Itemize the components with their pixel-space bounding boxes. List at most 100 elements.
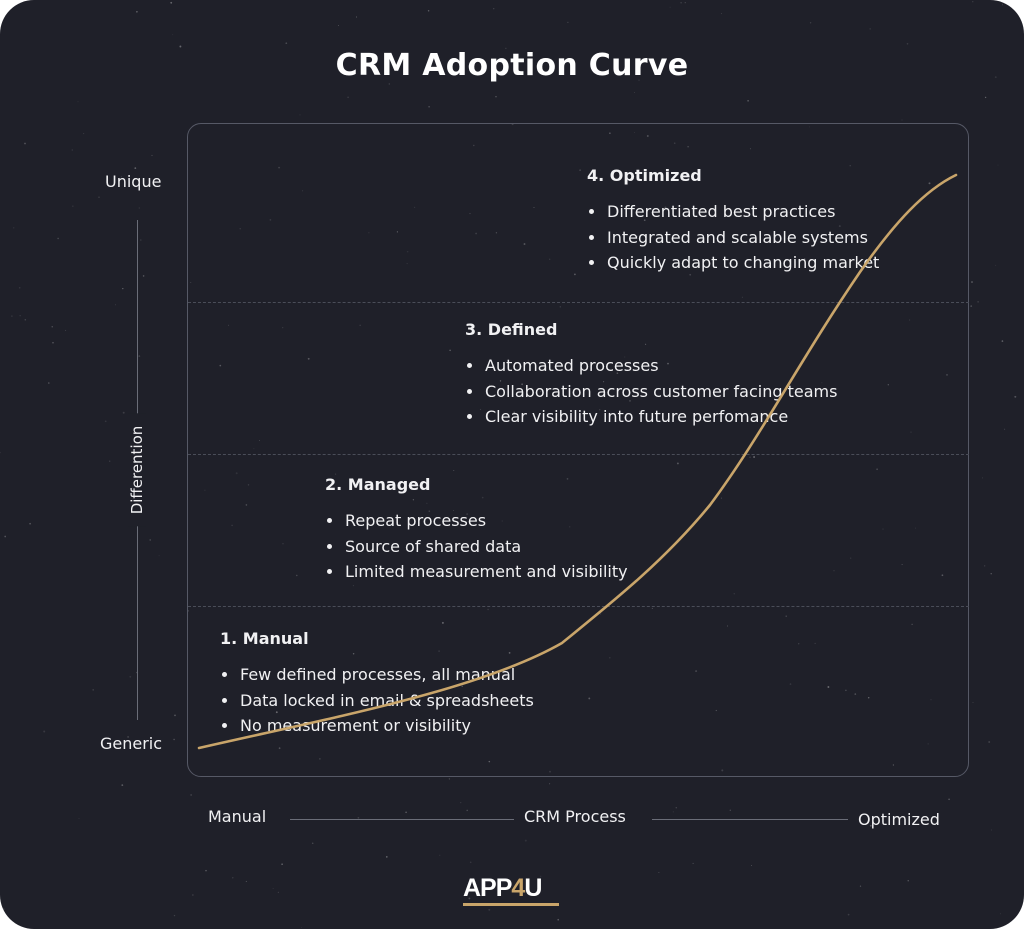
star-speck	[448, 778, 451, 780]
star-speck	[984, 96, 987, 99]
logo-accent: 4	[511, 874, 525, 902]
star-speck	[11, 315, 13, 317]
star-speck	[122, 287, 124, 290]
star-speck	[4, 535, 7, 538]
star-speck	[0, 451, 1, 454]
star-speck	[669, 6, 671, 8]
star-speck	[278, 166, 281, 169]
star-speck	[92, 689, 95, 691]
star-speck	[675, 807, 677, 809]
stage-bullet: No measurement or visibility	[220, 713, 534, 739]
bullet-dot-icon	[327, 518, 332, 523]
star-speck	[245, 880, 247, 882]
star-speck	[557, 918, 559, 921]
star-speck	[122, 411, 125, 414]
x-axis-right-label: Optimized	[858, 810, 940, 829]
star-speck	[347, 96, 349, 99]
star-speck	[488, 760, 491, 763]
star-speck	[29, 522, 31, 525]
bullet-dot-icon	[327, 569, 332, 574]
x-axis-center-label: CRM Process	[524, 807, 626, 826]
star-speck	[192, 894, 194, 896]
star-speck	[338, 25, 339, 27]
star-speck	[907, 880, 909, 882]
star-speck	[385, 856, 388, 858]
star-speck	[809, 126, 810, 128]
stage-title: 1. Manual	[220, 629, 309, 648]
bullet-text: Few defined processes, all manual	[240, 665, 516, 684]
star-speck	[281, 863, 283, 865]
star-speck	[948, 798, 950, 801]
star-speck	[721, 769, 724, 772]
bullet-dot-icon	[467, 388, 472, 394]
star-speck	[120, 175, 122, 178]
star-speck	[158, 555, 160, 557]
star-speck	[684, 2, 686, 4]
stage-divider	[188, 302, 969, 303]
stage-defined: 3. Defined Automated processes Collabora…	[465, 320, 837, 430]
star-speck	[139, 239, 142, 241]
star-speck	[869, 824, 872, 827]
star-speck	[609, 132, 611, 135]
star-speck	[104, 420, 107, 423]
stage-bullet: Source of shared data	[325, 534, 628, 560]
star-speck	[57, 237, 59, 240]
star-speck	[43, 730, 46, 733]
x-axis-line-left	[290, 819, 514, 820]
star-speck	[173, 914, 176, 917]
stage-divider	[188, 606, 969, 607]
y-axis-bottom-label: Generic	[100, 734, 163, 753]
star-speck	[47, 382, 50, 384]
star-speck	[493, 8, 495, 10]
star-speck	[136, 10, 138, 13]
star-speck	[78, 818, 80, 819]
star-speck	[439, 61, 441, 63]
star-speck	[71, 149, 73, 151]
star-speck	[319, 758, 321, 760]
bullet-text: Data locked in email & spreadsheets	[240, 690, 534, 710]
star-speck	[473, 144, 475, 147]
star-speck	[232, 877, 234, 879]
star-speck	[692, 862, 694, 864]
star-speck	[859, 885, 862, 887]
star-speck	[13, 227, 15, 229]
logo-underline	[463, 903, 559, 906]
star-speck	[901, 119, 903, 121]
star-speck	[134, 167, 137, 169]
star-speck	[142, 275, 145, 277]
star-speck	[750, 865, 752, 867]
page-title: CRM Adoption Curve	[335, 48, 689, 83]
star-speck	[847, 913, 850, 916]
x-axis-line-right	[652, 819, 848, 820]
star-speck	[173, 738, 175, 741]
star-speck	[495, 96, 497, 98]
stage-bullet: Collaboration across customer facing tea…	[465, 379, 837, 405]
bullet-dot-icon	[222, 697, 227, 703]
star-speck	[634, 91, 635, 93]
stage-bullet: Data locked in email & spreadsheets	[220, 688, 534, 714]
star-speck	[174, 714, 176, 717]
chart-panel	[187, 123, 969, 777]
star-speck	[449, 69, 452, 72]
star-speck	[466, 809, 468, 812]
star-speck	[672, 811, 674, 813]
bullet-dot-icon	[467, 414, 472, 419]
star-speck	[98, 196, 100, 199]
star-speck	[190, 794, 192, 796]
star-speck	[747, 99, 749, 102]
star-speck	[995, 264, 997, 266]
bullet-dot-icon	[589, 234, 594, 240]
star-speck	[179, 45, 182, 48]
stage-bullet-list: Automated processes Collaboration across…	[465, 353, 837, 430]
star-speck	[460, 801, 462, 804]
star-speck	[972, 1, 974, 3]
star-speck	[994, 76, 997, 78]
y-axis-top-label: Unique	[105, 172, 162, 191]
star-speck	[187, 610, 189, 612]
star-speck	[749, 148, 751, 150]
star-speck	[984, 565, 986, 567]
logo-text: APP	[463, 874, 512, 902]
star-speck	[405, 811, 407, 814]
star-speck	[990, 573, 992, 575]
star-speck	[428, 106, 430, 108]
